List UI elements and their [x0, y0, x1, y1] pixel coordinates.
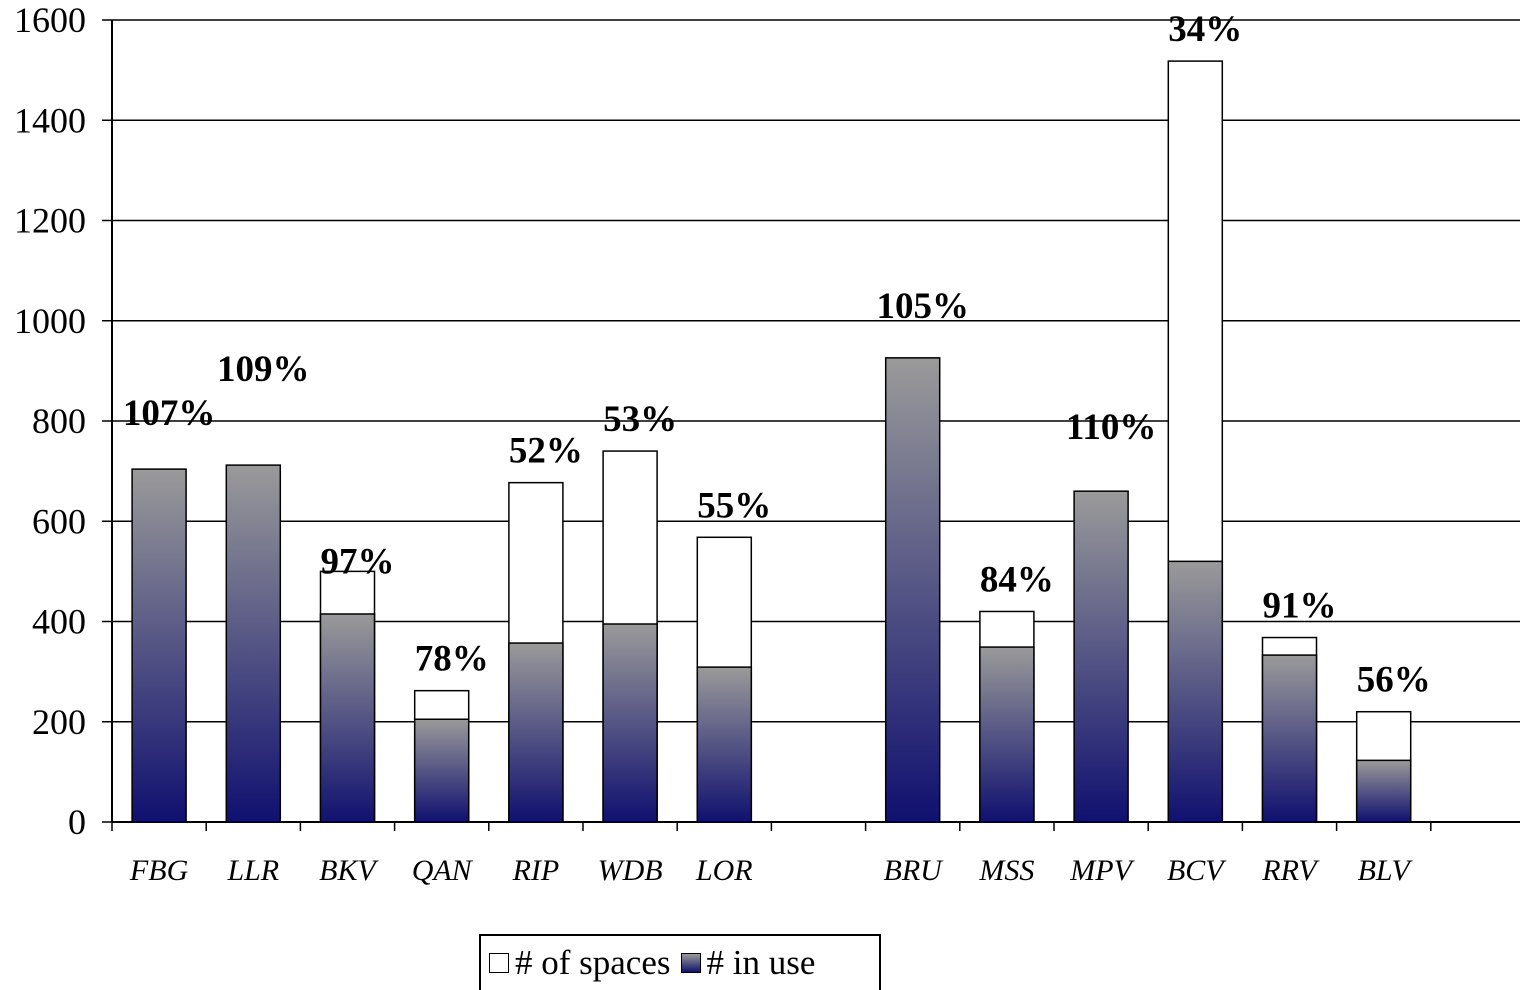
bar-in-use	[696, 666, 753, 823]
legend-swatch-inuse	[680, 953, 701, 973]
bar-in-use	[979, 646, 1035, 823]
data-label: 91%	[1263, 586, 1337, 627]
bar-in-use	[131, 468, 187, 823]
x-axis-ticks: FBG LLR BKV QAN RIP WDB LOR BRU MSS MPV BCV RRV BLV	[129, 854, 1414, 887]
y-tick-label: 400	[32, 602, 86, 642]
x-tick-label: WDB	[598, 854, 663, 887]
y-tick-label: 1400	[14, 100, 86, 140]
bar-in-use	[602, 623, 658, 823]
bar-in-use	[1167, 560, 1224, 823]
y-tick-label: 1000	[14, 301, 86, 341]
axes	[111, 20, 1520, 831]
x-tick-label: MSS	[978, 854, 1034, 887]
data-label: 34%	[1168, 9, 1242, 50]
bar-in-use	[225, 464, 282, 823]
data-label: 56%	[1357, 660, 1431, 701]
legend-item-spaces: # of spaces	[489, 943, 671, 983]
y-tick-label: 200	[32, 702, 86, 742]
legend-swatch-spaces	[489, 953, 509, 973]
data-labels: 107%109% 97% 78% 52% 53% 55% 105% 84% 110% 34% 91%…	[123, 9, 1431, 701]
y-tick-label: 600	[32, 501, 86, 541]
bar-in-use	[884, 357, 941, 823]
x-tick-label: MPV	[1069, 854, 1135, 887]
data-label: 97%	[321, 541, 395, 582]
y-tick-label: 1200	[14, 201, 86, 241]
x-tick-label: BRU	[884, 854, 945, 887]
x-tick-label: QAN	[412, 854, 474, 887]
x-tick-label: RRV	[1261, 854, 1320, 887]
legend: # of spaces # in use	[479, 934, 881, 990]
bar-in-use	[1355, 759, 1412, 823]
data-label: 84%	[980, 559, 1054, 600]
legend-item-inuse: # in use	[680, 943, 816, 983]
bar-in-use	[1261, 654, 1318, 823]
legend-label-spaces: # of spaces	[515, 943, 671, 982]
bar-chart: 0 200 400 600 800 1000 1200 1400 1600 FBG LLR BKV Q…	[14, 0, 1520, 887]
data-label: 105%	[876, 286, 969, 327]
x-tick-label: BLV	[1358, 854, 1414, 887]
bar-in-use	[1073, 490, 1129, 823]
y-tick-label: 800	[32, 401, 86, 441]
y-tick-label: 0	[68, 802, 86, 842]
bar-in-use	[413, 718, 470, 823]
x-tick-label: BKV	[319, 854, 379, 887]
data-label: 109%	[217, 349, 310, 390]
data-label: 78%	[415, 639, 489, 680]
bars	[131, 60, 1412, 823]
bar-in-use	[508, 642, 564, 823]
y-axis-ticks: 0 200 400 600 800 1000 1200 1400 1600	[14, 0, 112, 842]
data-label: 110%	[1066, 407, 1156, 448]
data-label: 52%	[509, 431, 583, 472]
bar-in-use	[319, 613, 376, 823]
data-label: 53%	[603, 399, 677, 440]
y-tick-label: 1600	[14, 0, 86, 40]
legend-label-inuse: # in use	[706, 943, 816, 982]
data-label: 107%	[123, 393, 216, 434]
x-tick-label: RIP	[512, 854, 560, 887]
x-tick-label: LOR	[695, 854, 753, 887]
x-tick-label: LLR	[226, 854, 279, 887]
data-label: 55%	[697, 485, 771, 526]
x-tick-label: BCV	[1167, 854, 1227, 887]
x-tick-label: FBG	[129, 854, 189, 887]
